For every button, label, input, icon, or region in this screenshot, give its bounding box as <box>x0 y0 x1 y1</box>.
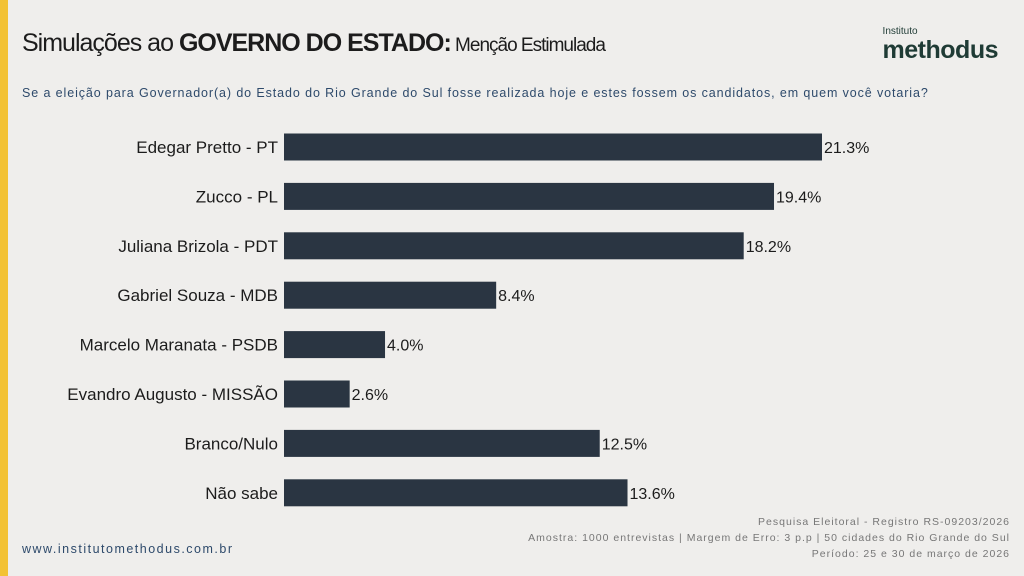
question-text: Se a eleição para Governador(a) do Estad… <box>22 86 929 100</box>
value-label: 12.5% <box>602 436 647 453</box>
category-label: Branco/Nulo <box>184 434 278 453</box>
logo-big: methodus <box>882 36 999 64</box>
value-label: 13.6% <box>630 486 675 503</box>
value-label: 18.2% <box>746 239 791 256</box>
title-bold: GOVERNO DO ESTADO: <box>178 29 452 57</box>
category-label: Não sabe <box>205 484 278 503</box>
category-label: Marcelo Maranata - PSDB <box>80 336 278 355</box>
bar-7 <box>284 479 628 507</box>
value-label: 4.0% <box>387 338 423 355</box>
category-label: Juliana Brizola - PDT <box>118 237 278 256</box>
logo-small: Instituto <box>882 26 918 37</box>
value-label: 8.4% <box>498 288 534 305</box>
bar-0 <box>284 133 822 161</box>
value-label: 2.6% <box>352 387 388 404</box>
title-suffix: Menção Estimulada <box>450 35 606 56</box>
title-prefix: Simulações ao <box>22 29 179 57</box>
note-amostra: Amostra: 1000 entrevistas | Margem de Er… <box>528 532 1010 544</box>
accent-stripe <box>0 0 8 576</box>
category-label: Edegar Pretto - PT <box>136 138 278 157</box>
logo: Instituto methodus <box>882 26 999 64</box>
bar-6 <box>284 429 600 457</box>
category-label: Zucco - PL <box>196 187 278 206</box>
bar-3 <box>284 281 497 309</box>
category-label: Gabriel Souza - MDB <box>117 286 278 305</box>
bar-5 <box>284 380 350 408</box>
website-link[interactable]: www.institutomethodus.com.br <box>22 542 234 556</box>
value-label: 21.3% <box>824 140 869 157</box>
page-title: Simulações ao GOVERNO DO ESTADO: Menção … <box>22 28 606 61</box>
bar-1 <box>284 182 775 210</box>
category-label: Evandro Augusto - MISSÃO <box>67 385 278 404</box>
value-label: 19.4% <box>776 189 821 206</box>
note-periodo: Período: 25 e 30 de março de 2026 <box>811 548 1010 560</box>
bar-4 <box>284 331 386 359</box>
note-registro: Pesquisa Eleitoral - Registro RS-09203/2… <box>758 516 1010 528</box>
survey-notes: Pesquisa Eleitoral - Registro RS-09203/2… <box>528 514 1010 562</box>
bar-2 <box>284 232 744 260</box>
